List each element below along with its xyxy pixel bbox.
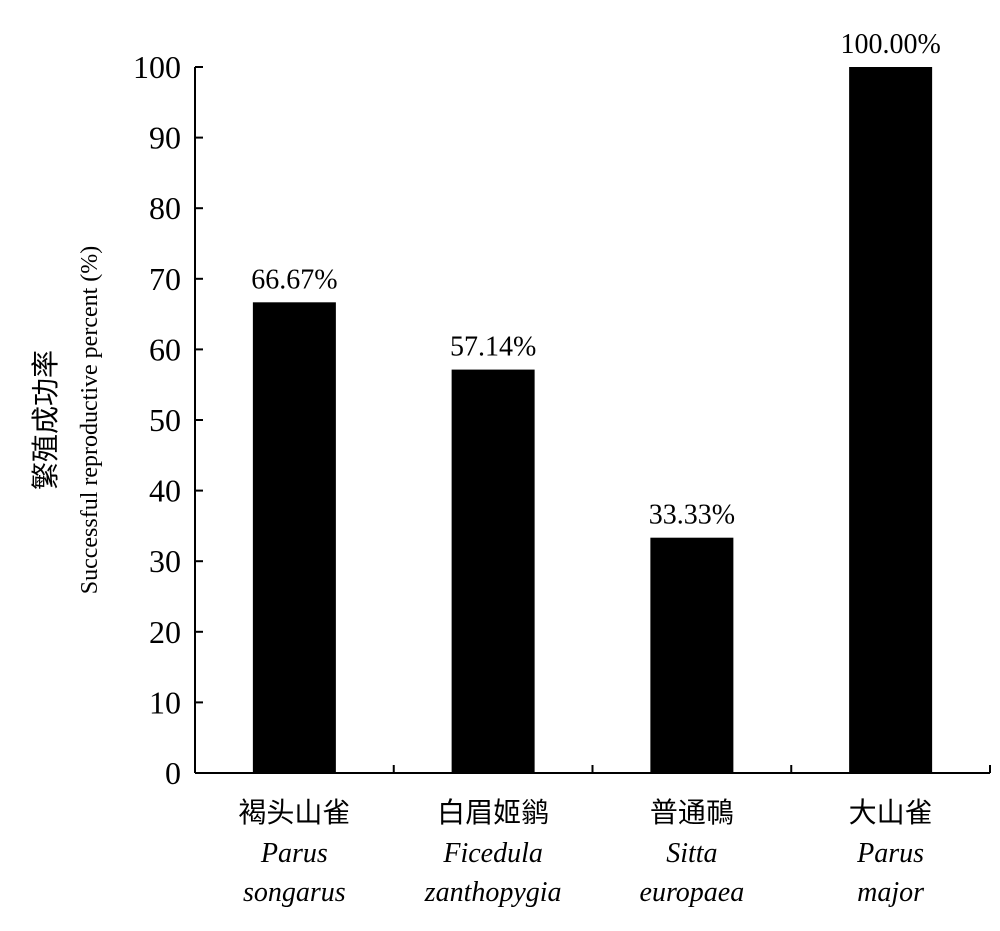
bar (849, 67, 933, 773)
y-axis-label: 繁殖成功率 Successful reproductive percent (%… (30, 246, 103, 595)
category-label-latin: Parus (260, 838, 328, 869)
y-tick-label: 30 (149, 543, 181, 579)
category-label-chinese: 大山雀 (849, 797, 933, 829)
y-tick-label: 0 (165, 755, 181, 791)
data-label: 57.14% (450, 332, 536, 363)
category-label-chinese: 褐头山雀 (238, 797, 350, 829)
category-label-chinese: 普通鳾 (650, 797, 734, 829)
data-label: 100.00% (840, 29, 940, 60)
y-tick-label: 50 (149, 402, 181, 438)
x-ticks (194, 765, 991, 773)
bar (252, 302, 336, 773)
y-axis-label-english: Successful reproductive percent (%) (77, 246, 103, 595)
category-label-latin: Sitta (666, 838, 717, 869)
category-label-latin: Ficedula (442, 838, 543, 869)
y-tick-label: 80 (149, 190, 181, 226)
y-tick-label: 100 (133, 49, 181, 85)
category-label-latin: major (857, 877, 924, 908)
category-label-latin: zanthopygia (424, 877, 562, 908)
category-label-latin: europaea (640, 877, 745, 908)
y-tick-label: 70 (149, 261, 181, 297)
y-tick-label: 40 (149, 473, 181, 509)
data-labels: 66.67% 57.14% 33.33% 100.00% (251, 29, 941, 531)
y-axis-label-chinese: 繁殖成功率 (30, 350, 62, 490)
bar (451, 369, 535, 773)
y-tick-label: 10 (149, 684, 181, 720)
category-labels: 褐头山雀 Parus songarus 白眉姬鹟 Ficedula zanthopygia… (238, 797, 932, 908)
data-label: 66.67% (251, 264, 337, 295)
y-tick-label: 60 (149, 331, 181, 367)
category-label-latin: Parus (856, 838, 924, 869)
y-ticks: 0 10 20 30 40 50 60 70 80 90 100 (133, 49, 203, 791)
y-tick-label: 90 (149, 120, 181, 156)
y-tick-label: 20 (149, 614, 181, 650)
bars (252, 67, 933, 773)
category-label-latin: songarus (243, 877, 346, 908)
category-label-chinese: 白眉姬鹟 (437, 797, 549, 829)
data-label: 33.33% (649, 500, 735, 531)
bar (650, 537, 734, 773)
